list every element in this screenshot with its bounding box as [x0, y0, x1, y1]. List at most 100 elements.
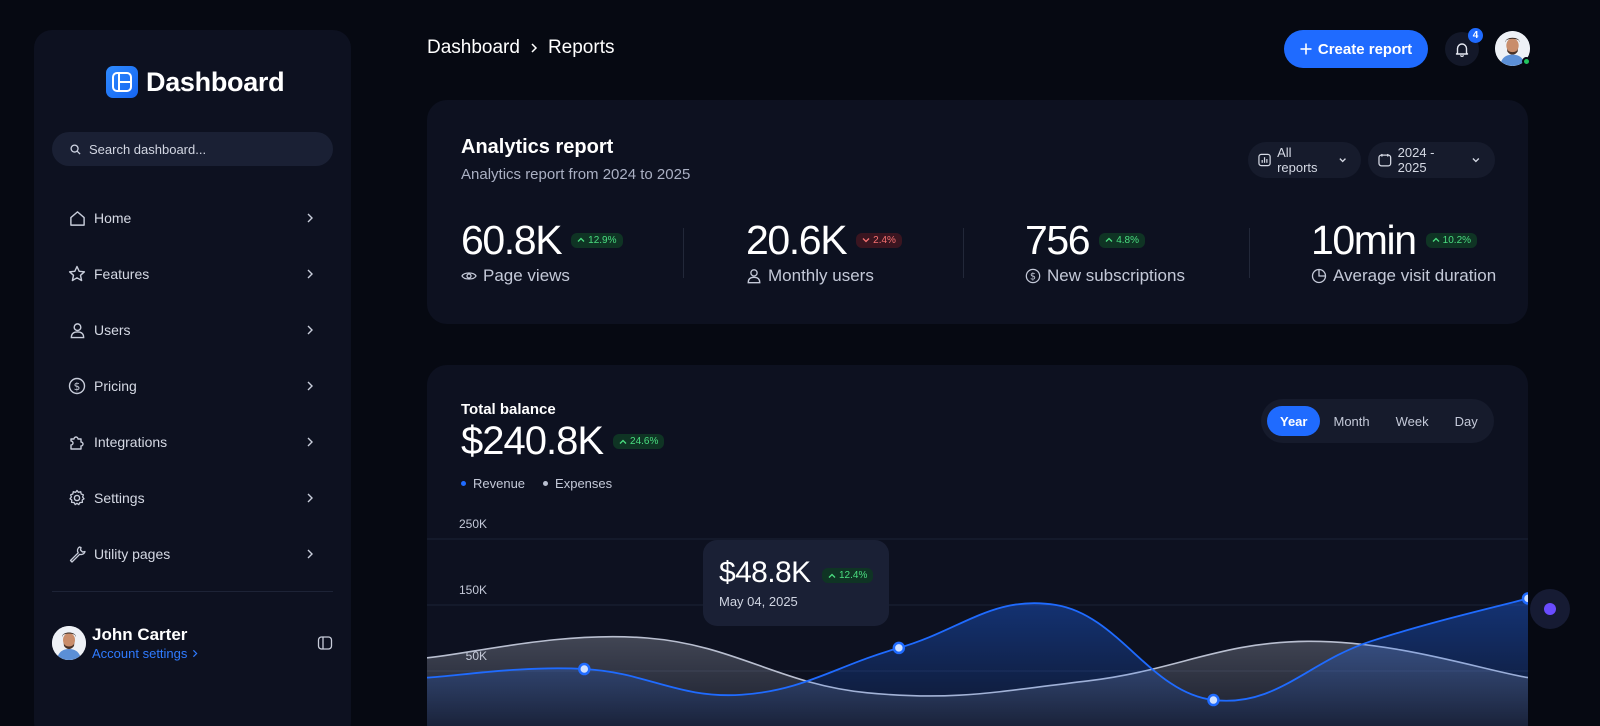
legend-item-revenue: Revenue — [461, 476, 525, 491]
breadcrumb-item-reports[interactable]: Reports — [547, 37, 615, 58]
period-week-button[interactable]: Week — [1395, 413, 1429, 429]
trend-up-badge: 10.2% — [1425, 232, 1478, 248]
sidebar-item-integrations[interactable]: Integrations — [52, 414, 333, 470]
chevron-up-icon — [619, 439, 627, 444]
user-icon — [68, 321, 86, 339]
sidebar-profile: John Carter Account settings — [52, 625, 333, 661]
sidebar-divider — [52, 591, 333, 592]
notifications-button[interactable]: 4 — [1445, 28, 1483, 66]
sidebar-item-label: Users — [94, 322, 131, 338]
chart-tooltip: $48.8K 12.4% May 04, 2025 — [703, 540, 889, 626]
chevron-right-icon — [307, 381, 313, 391]
sidebar-item-label: Integrations — [94, 434, 168, 450]
account-settings-label: Account settings — [92, 646, 188, 661]
breadcrumb-item-dashboard[interactable]: Dashboard — [427, 37, 520, 58]
chevron-up-icon — [577, 237, 585, 242]
puzzle-icon — [68, 433, 86, 451]
stat-page-views: 60.8K 12.9% Page views — [461, 216, 623, 286]
chevron-down-icon — [1339, 158, 1346, 163]
sidebar-item-label: Features — [94, 266, 150, 282]
chevron-right-icon — [307, 437, 313, 447]
chevron-right-icon — [193, 649, 198, 658]
stat-value: 20.6K — [746, 216, 848, 263]
chevron-down-icon — [862, 238, 870, 243]
period-day-button[interactable]: Day — [1454, 413, 1478, 429]
period-year-button[interactable]: Year — [1267, 406, 1321, 436]
sidebar-item-settings[interactable]: Settings — [52, 470, 333, 526]
trend-up-badge: 12.4% — [822, 568, 874, 583]
profile-name: John Carter — [92, 625, 188, 644]
dollar-icon: $ — [1025, 268, 1041, 284]
sidebar-item-utility-pages[interactable]: Utility pages — [52, 526, 333, 582]
analytics-title: Analytics report — [461, 136, 614, 158]
stat-value: 60.8K — [461, 216, 563, 263]
report-filter-dropdown[interactable]: All reports — [1248, 142, 1361, 178]
profile-info: John Carter Account settings — [92, 625, 317, 661]
logo[interactable]: Dashboard — [106, 66, 285, 98]
sidebar-item-pricing[interactable]: $ Pricing — [52, 358, 333, 414]
bell-icon — [1455, 42, 1469, 57]
create-report-label: Create report — [1317, 40, 1413, 58]
balance-change: 24.6% — [630, 436, 659, 447]
chevron-right-icon — [307, 213, 313, 223]
stat-divider — [963, 228, 964, 278]
svg-text:$: $ — [74, 381, 81, 393]
sidebar-collapse-icon[interactable] — [317, 635, 333, 651]
user-icon — [747, 269, 761, 284]
notification-count-badge: 4 — [1468, 28, 1483, 43]
trend-up-badge: 24.6% — [613, 434, 665, 449]
y-tick-label: 150K — [459, 583, 487, 597]
chevron-up-icon — [828, 573, 836, 578]
clock-icon — [1311, 268, 1327, 284]
online-status-dot — [1522, 57, 1531, 66]
analytics-card: Analytics report Analytics report from 2… — [427, 100, 1528, 324]
sidebar-item-users[interactable]: Users — [52, 302, 333, 358]
create-report-button[interactable]: Create report — [1284, 30, 1428, 68]
stat-label: Page views — [483, 266, 570, 285]
floating-action-button[interactable] — [1530, 589, 1570, 629]
trend-down-badge: 2.4% — [856, 232, 902, 248]
sidebar-item-features[interactable]: Features — [52, 246, 333, 302]
sidebar-item-label: Settings — [94, 490, 145, 506]
revenue-point — [892, 641, 906, 655]
gear-icon — [68, 489, 86, 507]
revenue-point — [578, 662, 591, 676]
tooltip-date: May 04, 2025 — [719, 594, 798, 609]
calendar-icon — [1378, 153, 1392, 167]
search-input[interactable] — [89, 141, 309, 157]
user-avatar[interactable] — [1495, 31, 1531, 66]
sidebar-item-label: Home — [94, 210, 132, 226]
stats-row: 60.8K 12.9% Page views 20.6K 2.4% Monthl… — [461, 216, 1501, 296]
chevron-up-icon — [1105, 237, 1113, 242]
trend-up-badge: 12.9% — [571, 232, 623, 248]
stat-monthly-users: 20.6K 2.4% Monthly users — [746, 216, 902, 286]
breadcrumb: Dashboard Reports — [427, 37, 614, 59]
stat-change: 12.9% — [588, 234, 617, 246]
chevron-right-icon — [307, 325, 313, 335]
stat-divider — [1249, 228, 1250, 278]
stat-label: Average visit duration — [1333, 266, 1497, 285]
home-icon — [68, 209, 86, 227]
chevron-down-icon — [1472, 158, 1480, 163]
sidebar-nav: Home Features Users $ Pricing Integratio… — [52, 190, 333, 582]
account-settings-link[interactable]: Account settings — [92, 646, 317, 661]
sidebar-item-label: Utility pages — [94, 546, 171, 562]
balance-title: Total balance — [461, 401, 556, 418]
sidebar-item-label: Pricing — [94, 378, 137, 394]
stat-new-subscriptions: 756 4.8% $ New subscriptions — [1025, 216, 1185, 286]
sidebar-item-home[interactable]: Home — [52, 190, 333, 246]
legend-item-expenses: Expenses — [543, 476, 612, 491]
avatar[interactable] — [52, 626, 86, 660]
chevron-right-icon — [531, 43, 538, 53]
balance-chart: 250K150K50K — [427, 517, 1528, 726]
period-month-button[interactable]: Month — [1333, 413, 1370, 429]
plus-icon — [1300, 43, 1312, 55]
tooltip-value: $48.8K — [719, 556, 811, 589]
search-box[interactable] — [52, 132, 333, 166]
stat-value: 10min — [1311, 216, 1417, 263]
chart-legend: Revenue Expenses — [461, 476, 612, 491]
stat-label: Monthly users — [768, 266, 874, 285]
stat-change: 4.8% — [1116, 234, 1140, 246]
date-range-dropdown[interactable]: 2024 - 2025 — [1368, 142, 1495, 178]
stat-change: 2.4% — [873, 234, 896, 246]
